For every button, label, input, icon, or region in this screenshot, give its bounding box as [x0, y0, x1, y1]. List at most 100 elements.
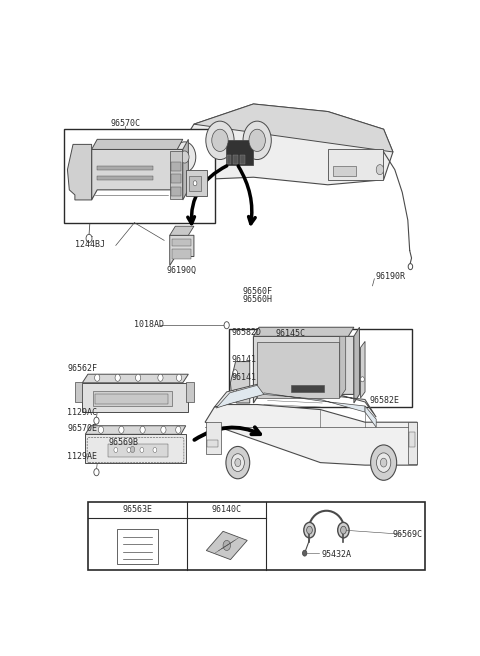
Text: 95432A: 95432A	[321, 550, 351, 559]
Bar	[206, 422, 221, 453]
Bar	[240, 155, 245, 163]
Text: 1129AC: 1129AC	[67, 407, 97, 417]
Polygon shape	[194, 104, 393, 152]
Circle shape	[119, 426, 124, 434]
Bar	[171, 187, 180, 196]
Circle shape	[158, 374, 163, 381]
Text: 96145C: 96145C	[276, 329, 306, 338]
Bar	[186, 170, 207, 196]
Bar	[108, 444, 168, 457]
Bar	[233, 155, 238, 163]
Bar	[190, 176, 201, 191]
Circle shape	[233, 370, 238, 376]
Bar	[290, 385, 324, 392]
Bar	[97, 165, 153, 170]
Text: 96563E: 96563E	[122, 505, 153, 514]
Circle shape	[176, 426, 181, 434]
Text: 96140C: 96140C	[212, 505, 242, 514]
Polygon shape	[92, 139, 183, 150]
Circle shape	[302, 550, 307, 556]
Polygon shape	[216, 385, 264, 408]
Bar	[171, 174, 180, 183]
Polygon shape	[264, 393, 365, 412]
Bar	[207, 440, 218, 447]
Text: 1018AD: 1018AD	[134, 320, 164, 329]
Text: 96569C: 96569C	[393, 530, 423, 539]
Bar	[88, 501, 425, 569]
Bar	[117, 529, 158, 564]
Circle shape	[249, 129, 265, 152]
Circle shape	[127, 447, 131, 453]
Bar	[64, 129, 215, 222]
Circle shape	[233, 390, 238, 396]
Circle shape	[341, 526, 346, 534]
Text: 1129AE: 1129AE	[67, 452, 97, 461]
Polygon shape	[360, 341, 365, 398]
Bar	[172, 239, 191, 247]
Polygon shape	[215, 384, 376, 417]
Polygon shape	[170, 226, 194, 236]
Polygon shape	[83, 374, 188, 383]
Polygon shape	[67, 144, 92, 200]
Bar	[257, 342, 339, 398]
Circle shape	[98, 426, 104, 434]
Circle shape	[140, 426, 145, 434]
Text: 96570E: 96570E	[67, 424, 97, 433]
Circle shape	[380, 458, 387, 467]
Polygon shape	[253, 327, 354, 337]
Text: 96570C: 96570C	[110, 119, 140, 128]
Polygon shape	[92, 150, 183, 200]
Bar	[226, 140, 253, 165]
Bar	[172, 249, 191, 259]
Circle shape	[338, 522, 349, 538]
Circle shape	[223, 541, 230, 550]
Circle shape	[95, 374, 100, 381]
Circle shape	[180, 151, 189, 163]
Circle shape	[86, 234, 92, 242]
Bar	[408, 422, 417, 464]
Polygon shape	[170, 236, 194, 266]
Bar	[168, 146, 196, 176]
Polygon shape	[253, 337, 354, 403]
Text: 96562F: 96562F	[67, 363, 97, 373]
Bar	[170, 151, 181, 199]
Polygon shape	[340, 337, 346, 398]
Text: 96560H: 96560H	[242, 295, 272, 304]
Polygon shape	[119, 447, 145, 451]
Circle shape	[161, 426, 166, 434]
Text: 96190Q: 96190Q	[166, 266, 196, 275]
Circle shape	[212, 129, 228, 152]
Polygon shape	[354, 327, 360, 403]
Circle shape	[115, 374, 120, 381]
Text: 96141: 96141	[231, 355, 256, 364]
Circle shape	[226, 447, 250, 479]
Text: 96569B: 96569B	[108, 438, 138, 447]
Bar	[229, 329, 411, 407]
Circle shape	[360, 377, 364, 382]
Polygon shape	[85, 426, 186, 434]
Circle shape	[243, 121, 271, 159]
Circle shape	[224, 321, 229, 329]
Circle shape	[153, 447, 157, 453]
Circle shape	[140, 447, 144, 453]
Circle shape	[94, 417, 99, 424]
Circle shape	[94, 468, 99, 476]
Circle shape	[193, 181, 197, 186]
Circle shape	[177, 374, 181, 381]
Circle shape	[235, 459, 241, 466]
Circle shape	[206, 121, 234, 159]
Polygon shape	[365, 406, 376, 427]
Polygon shape	[83, 383, 188, 412]
Polygon shape	[85, 434, 186, 462]
Text: 1244BJ: 1244BJ	[75, 240, 105, 249]
Text: 96190R: 96190R	[375, 272, 406, 281]
Bar	[75, 382, 83, 402]
Polygon shape	[183, 139, 188, 200]
Bar	[328, 150, 383, 180]
Bar	[334, 165, 356, 176]
Circle shape	[114, 447, 118, 453]
Circle shape	[135, 374, 141, 381]
Circle shape	[408, 264, 413, 270]
Bar	[94, 391, 171, 406]
Circle shape	[376, 165, 384, 174]
